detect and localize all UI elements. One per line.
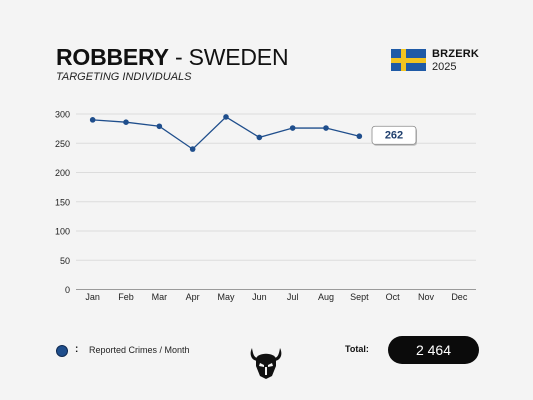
- x-tick-label: Feb: [118, 292, 134, 302]
- x-tick-label: Jun: [252, 292, 267, 302]
- data-point: [289, 125, 296, 131]
- data-point: [156, 123, 163, 130]
- x-tick-label: Dec: [451, 292, 468, 302]
- x-tick-label: May: [217, 292, 235, 302]
- data-point: [356, 133, 363, 140]
- data-point: [223, 114, 229, 120]
- y-tick-label: 250: [55, 139, 70, 149]
- viking-helmet-logo-icon: [250, 348, 282, 379]
- legend-separator: :: [75, 344, 79, 355]
- sweden-flag-icon: [391, 49, 426, 71]
- data-point: [189, 146, 196, 152]
- title-crime-type: ROBBERY: [56, 44, 169, 70]
- data-point: [256, 134, 263, 141]
- brand-name: BRZERK: [432, 48, 480, 60]
- title-country: - SWEDEN: [168, 44, 289, 70]
- legend-label: Reported Crimes / Month: [89, 345, 190, 355]
- x-tick-label: Jan: [85, 292, 100, 302]
- data-point: [323, 125, 329, 131]
- x-tick-label: Oct: [386, 292, 401, 302]
- x-tick-label: Nov: [418, 292, 435, 302]
- y-tick-label: 100: [55, 227, 70, 237]
- data-point: [89, 117, 96, 123]
- chart-title: ROBBERY - SWEDEN: [56, 44, 289, 71]
- total-label: Total:: [345, 344, 369, 354]
- callout-box: [371, 125, 417, 145]
- y-tick-label: 50: [60, 256, 70, 266]
- x-tick-label: Aug: [318, 292, 334, 302]
- y-tick-label: 150: [55, 197, 70, 207]
- legend-marker: [56, 345, 68, 357]
- callout-value: 262: [385, 130, 403, 142]
- x-tick-label: Jul: [287, 292, 299, 302]
- x-tick-label: Mar: [152, 292, 168, 302]
- x-tick-label: Apr: [186, 292, 200, 302]
- y-tick-label: 0: [65, 285, 70, 295]
- chart-subtitle: TARGETING INDIVIDUALS: [56, 71, 192, 83]
- total-value: 2 464: [388, 336, 479, 364]
- data-point: [123, 119, 129, 125]
- y-tick-label: 300: [55, 110, 70, 120]
- y-tick-label: 200: [55, 168, 70, 178]
- x-tick-label: Sept: [350, 292, 369, 302]
- series-line: [92, 116, 360, 150]
- year-label: 2025: [432, 61, 457, 73]
